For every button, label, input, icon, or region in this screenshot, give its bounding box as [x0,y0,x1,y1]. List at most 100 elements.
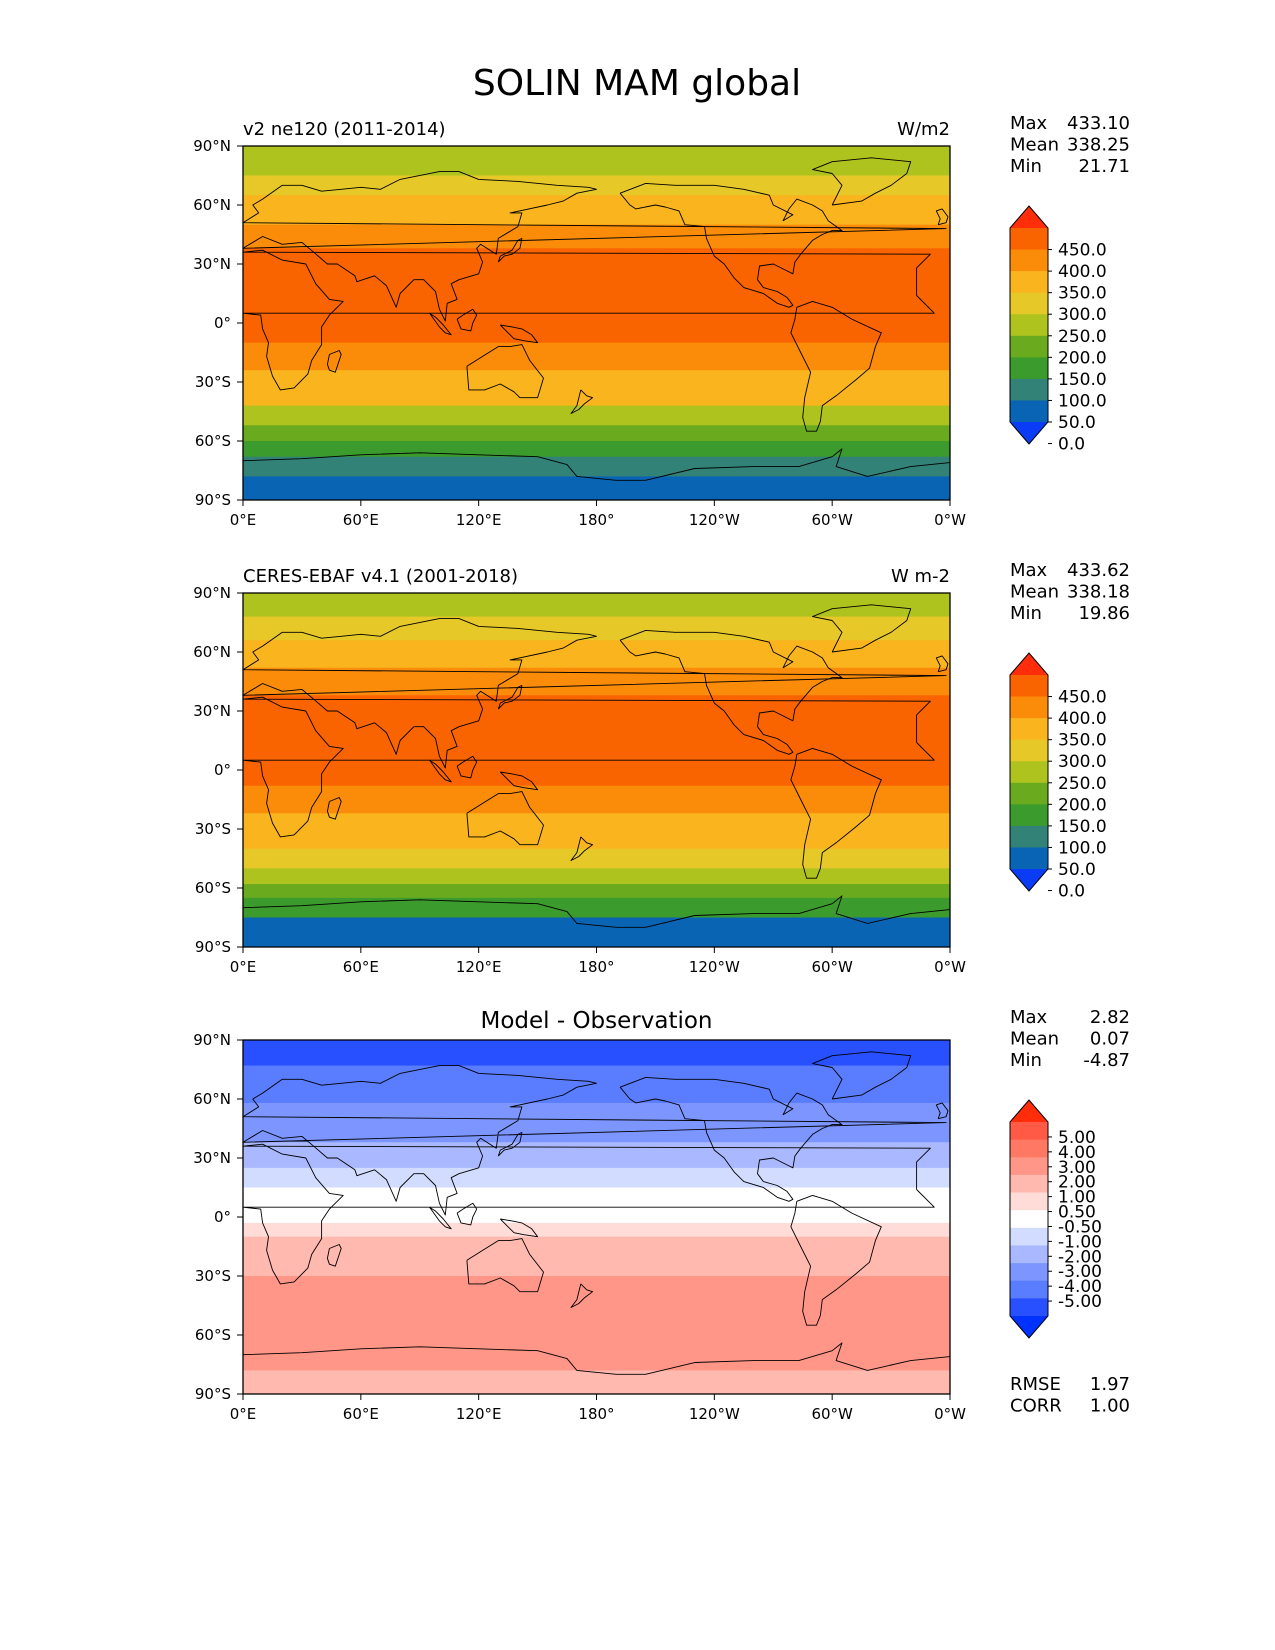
map-band [243,813,950,850]
extra-stat-label: RMSE [1010,1374,1061,1395]
x-tick-label: 180° [578,511,614,529]
stat-value: 21.71 [1078,156,1130,177]
map-band [243,848,950,869]
y-tick-label: 30°S [195,820,231,838]
coastline [466,791,544,846]
coastline [497,684,523,710]
stat-label: Mean [1010,135,1059,156]
colorbar-label: 0.0 [1058,882,1085,902]
stat-label: Min [1010,603,1042,624]
map-band [243,370,950,407]
y-tick-label: 60°S [195,879,231,897]
y-tick-label: 30°N [193,1149,231,1167]
colorbar-label: 150.0 [1058,370,1107,390]
stat-value: 0.07 [1090,1029,1130,1050]
colorbar-segment [1010,271,1048,294]
colorbar-segment [1010,1157,1048,1176]
colorbar-label: 300.0 [1058,305,1107,325]
extra-stat-value: 1.97 [1090,1374,1130,1395]
colorbar-segment [1010,378,1048,401]
coastline [326,350,342,373]
y-tick-label: 30°N [193,702,231,720]
map-band [243,667,950,696]
coastline [497,237,523,263]
coastline [456,755,478,779]
colorbar-label: 3.00 [1058,1158,1096,1178]
coastline [242,696,935,838]
colorbar-label: 400.0 [1058,262,1107,282]
x-tick-label: 120°E [456,1405,502,1423]
map-band [243,695,950,787]
coastline [812,604,912,653]
colorbar-segment [1010,1210,1048,1229]
x-tick-label: 120°W [689,1405,740,1423]
x-tick-label: 60°E [343,958,379,976]
coastline [429,759,452,783]
x-tick-label: 60°W [811,958,853,976]
figure-title: SOLIN MAM global [473,63,801,104]
map-band [243,146,950,176]
colorbar-label: 5.00 [1058,1128,1096,1148]
y-tick-label: 60°N [193,196,231,214]
colorbar-segment [1010,1122,1048,1141]
map-band [243,593,950,618]
colorbar-extend-top [1010,653,1048,675]
map-band [243,248,950,344]
map-band [243,785,950,814]
y-tick-label: 60°S [195,1326,231,1344]
coastline [242,171,947,322]
colorbar-segment [1010,718,1048,741]
y-tick-label: 0° [214,1208,231,1226]
colorbar-segment [1010,1139,1048,1158]
map-band [243,1236,950,1277]
colorbar-segment [1010,1280,1048,1299]
colorbar-segment [1010,1263,1048,1282]
colorbar-label: 400.0 [1058,709,1107,729]
coastline [790,747,882,879]
colorbar-label: -4.00 [1058,1277,1102,1297]
map-band [243,1167,950,1188]
coastline [570,389,594,414]
colorbar-segment [1010,357,1048,380]
map-band [243,195,950,226]
colorbar-label: 350.0 [1058,731,1107,751]
y-tick-label: 30°N [193,255,231,273]
coastline [570,836,594,861]
coastline [242,895,951,948]
coastline [429,312,452,336]
x-tick-label: 0°E [230,511,257,529]
coastline [619,182,843,308]
panel-units: W/m2 [897,119,950,140]
coastline [497,1131,523,1157]
x-tick-label: 0°E [230,1405,257,1423]
colorbar-segment [1010,400,1048,423]
colorbar-segment [1010,1192,1048,1211]
colorbar-extend-bottom [1010,869,1048,891]
coastline [242,249,935,391]
colorbar-label: -2.00 [1058,1247,1102,1267]
coastline [812,157,912,206]
map-band [243,1040,950,1067]
colorbar-label: 250.0 [1058,774,1107,794]
map-band [243,425,950,442]
colorbar-extend-top [1010,1100,1048,1122]
x-tick-label: 120°E [456,958,502,976]
colorbar-extend-bottom [1010,1316,1048,1338]
coastline [499,324,539,344]
map-band [243,456,950,477]
colorbar-label: 300.0 [1058,752,1107,772]
colorbar-segment [1010,249,1048,272]
map-band [243,342,950,371]
colorbar-segment [1010,292,1048,315]
stat-label: Mean [1010,582,1059,603]
colorbar-label: 250.0 [1058,327,1107,347]
coastline [619,1076,843,1202]
coastline [242,1065,947,1216]
coastline [429,1206,452,1230]
map-band [243,405,950,426]
colorbar-outline [1009,1099,1049,1339]
stat-label: Max [1010,560,1048,581]
map-band [243,1102,950,1143]
colorbar-segment [1010,804,1048,827]
y-tick-label: 90°N [193,584,231,602]
